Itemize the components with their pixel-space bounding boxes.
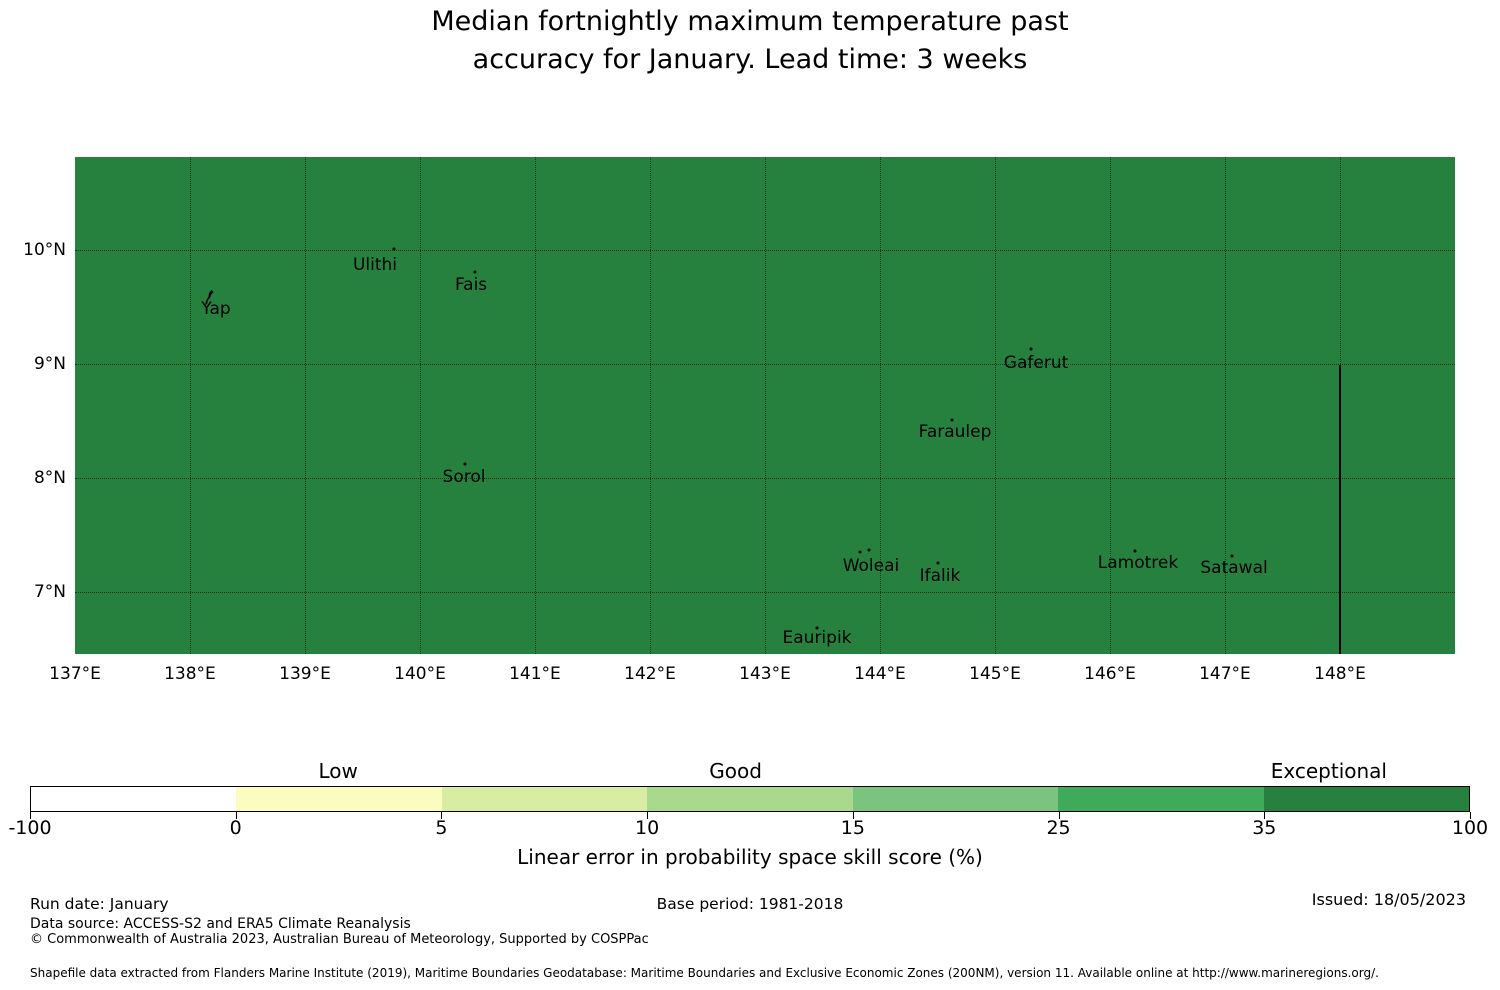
colorbar-segment-35-to-100 [1263, 787, 1469, 811]
island-label-lamotrek: Lamotrek [1097, 552, 1179, 573]
figure-title: Median fortnightly maximum temperature p… [0, 3, 1500, 79]
longitude-gridline [650, 157, 652, 654]
ifalik-island-dot [936, 561, 940, 565]
sorol-island-dot [463, 462, 467, 466]
colorbar-segment--100-to-0 [31, 787, 237, 811]
run-date-text: Run date: January [30, 895, 169, 913]
longitude-gridline [1224, 157, 1226, 654]
colorbar-tickmark [1470, 812, 1471, 819]
colorbar-tick-label: 5 [435, 817, 448, 839]
base-period-text: Base period: 1981-2018 [656, 895, 844, 913]
island-label-faraulep: Faraulep [918, 421, 992, 442]
colorbar-tick-label: 15 [840, 817, 865, 839]
longitude-tick-label: 147°E [1199, 664, 1251, 684]
longitude-gridline [189, 157, 191, 654]
island-label-satawal: Satawal [1200, 558, 1268, 579]
ulithi-island-dot [392, 247, 396, 251]
colorbar-tickmark [1264, 812, 1266, 819]
colorbar-tick-label: 25 [1046, 817, 1071, 839]
gaferut-island-dot [1029, 347, 1033, 351]
latitude-axis: 10°N 9°N 8°N 7°N [0, 157, 66, 654]
woleai-island-dot [867, 548, 871, 552]
colorbar-category-exceptional: Exceptional [1270, 759, 1387, 783]
colorbar-segment-0-to-5 [236, 787, 442, 811]
longitude-axis: 137°E 138°E 139°E 140°E 141°E 142°E 143°E 144°E… [49, 664, 1455, 688]
colorbar-category-low: Low [318, 759, 358, 783]
colorbar-tickmark [647, 812, 649, 819]
fais-island-dot [473, 270, 477, 274]
latitude-gridline [75, 364, 1455, 365]
longitude-tick-label: 137°E [49, 664, 101, 684]
latitude-gridline [75, 591, 1455, 593]
colorbar-axis-label: Linear error in probability space skill … [517, 845, 983, 869]
colorbar-tickmarks [30, 812, 1471, 819]
colorbar-tick-label: 35 [1252, 817, 1277, 839]
colorbar [30, 786, 1470, 812]
colorbar-segment-25-to-35 [1058, 787, 1264, 811]
latitude-tick-label: 8°N [33, 468, 66, 489]
colorbar-tickmark [852, 812, 854, 819]
longitude-gridline [534, 157, 536, 654]
latitude-gridline [75, 478, 1455, 480]
longitude-tick-label: 145°E [969, 664, 1021, 684]
woleai-island-dot [858, 550, 862, 554]
colorbar-segment-5-to-10 [441, 787, 648, 811]
longitude-tick-label: 148°E [1314, 664, 1366, 684]
longitude-gridline [1110, 157, 1111, 654]
colorbar-segment-10-to-15 [647, 787, 853, 811]
data-source-text: Data source: ACCESS-S2 and ERA5 Climate … [30, 916, 411, 932]
longitude-tick-label: 141°E [509, 664, 561, 684]
latitude-tick-label: 7°N [33, 581, 66, 602]
island-label-ulithi: Ulithi [352, 254, 398, 275]
figure-title-line1: Median fortnightly maximum temperature p… [431, 6, 1069, 37]
eauripik-island-dot [815, 626, 819, 630]
satawal-island-dot [1230, 554, 1234, 558]
figure-title-line2: accuracy for January. Lead time: 3 weeks [472, 44, 1028, 75]
longitude-gridline [305, 157, 307, 654]
copyright-text: © Commonwealth of Australia 2023, Austra… [30, 932, 649, 947]
longitude-gridline [995, 157, 997, 654]
island-label-gaferut: Gaferut [1003, 353, 1069, 373]
colorbar-tickmark [441, 812, 443, 819]
colorbar-tick-label: 100 [1451, 817, 1489, 839]
colorbar-tick-label: 0 [229, 817, 242, 839]
longitude-tick-label: 143°E [739, 664, 791, 684]
longitude-tick-label: 138°E [164, 664, 216, 684]
longitude-tick-label: 146°E [1084, 664, 1136, 684]
faraulep-island-dot [950, 418, 954, 422]
latitude-tick-label: 10°N [23, 239, 66, 260]
colorbar-tick-label: 10 [635, 817, 660, 839]
colorbar-tickmark [1058, 812, 1060, 819]
eez-boundary-line [1339, 364, 1342, 654]
colorbar-segment-15-to-25 [852, 787, 1059, 811]
latitude-gridline [75, 249, 1455, 251]
island-label-woleai: Woleai [842, 555, 900, 576]
longitude-gridline [879, 157, 881, 654]
island-label-sorol: Sorol [442, 467, 486, 488]
colorbar-category-good: Good [709, 759, 762, 783]
colorbar-tick-labels: -100 0 5 10 15 25 35 100 [8, 817, 1488, 841]
longitude-gridline [420, 157, 421, 654]
longitude-tick-label: 139°E [279, 664, 331, 684]
map-area: Yap Ulithi Fais Gaferut Faraulep Sorol Woleai I… [75, 157, 1455, 654]
longitude-gridline [765, 157, 766, 654]
shapefile-note-text: Shapefile data extracted from Flanders M… [30, 966, 1379, 980]
colorbar-tickmark [30, 812, 31, 819]
island-label-fais: Fais [454, 274, 488, 295]
longitude-tick-label: 140°E [394, 664, 446, 684]
colorbar-category-labels: Low Good Exceptional [30, 759, 1470, 785]
longitude-tick-label: 142°E [624, 664, 676, 684]
lamotrek-island-dot [1133, 549, 1137, 553]
island-label-ifalik: Ifalik [919, 566, 961, 587]
island-label-eauripik: Eauripik [782, 627, 852, 648]
colorbar-tick-label: -100 [8, 817, 52, 839]
island-label-yap: Yap [201, 298, 231, 319]
issued-date-text: Issued: 18/05/2023 [1311, 890, 1466, 909]
yap-island-shape [204, 290, 215, 306]
latitude-tick-label: 9°N [33, 354, 66, 374]
colorbar-tickmark [235, 812, 237, 819]
longitude-tick-label: 144°E [854, 664, 906, 684]
